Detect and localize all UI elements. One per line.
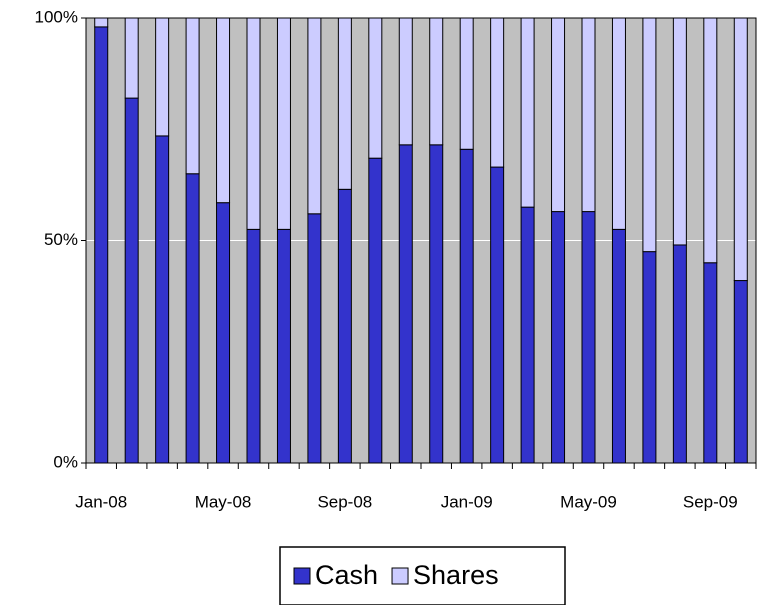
- bar-segment: [703, 262, 718, 464]
- bar-segment: [155, 135, 170, 464]
- bar-segment: [459, 148, 474, 464]
- bar-segment: [642, 17, 657, 253]
- bar-segment: [551, 211, 566, 464]
- bar-segment: [429, 17, 444, 146]
- y-tick-label: 50%: [44, 230, 78, 249]
- bar-segment: [216, 202, 231, 464]
- bar-segment: [551, 17, 566, 213]
- bar-segment: [124, 17, 139, 99]
- x-tick-label: Jan-08: [75, 492, 127, 511]
- bar-segment: [368, 157, 383, 464]
- bar-segment: [185, 17, 200, 175]
- legend-swatch: [391, 567, 409, 585]
- bar-segment: [703, 17, 718, 264]
- bar-segment: [398, 17, 413, 146]
- bar-segment: [398, 144, 413, 464]
- x-tick-label: Sep-08: [317, 492, 372, 511]
- bar-segment: [611, 17, 626, 230]
- x-tick-label: May-08: [195, 492, 252, 511]
- bar-segment: [490, 166, 505, 464]
- y-tick-label: 100%: [35, 7, 78, 26]
- bar-segment: [246, 228, 261, 464]
- bar-segment: [155, 17, 170, 137]
- bar-segment: [520, 17, 535, 208]
- bar-segment: [672, 244, 687, 464]
- plot-border: [85, 17, 757, 464]
- bar-segment: [216, 17, 231, 204]
- y-tick-label: 0%: [53, 452, 78, 471]
- bar-segment: [429, 144, 444, 464]
- bar-segment: [611, 228, 626, 464]
- legend-swatch: [293, 567, 311, 585]
- bar-segment: [94, 17, 109, 28]
- bar-segment: [276, 17, 291, 230]
- bar-segment: [307, 213, 322, 464]
- bar-segment: [337, 188, 352, 464]
- bar-segment: [246, 17, 261, 230]
- bar-segment: [94, 26, 109, 464]
- bar-segment: [185, 173, 200, 464]
- bar-segment: [520, 206, 535, 464]
- x-tick-label: Jan-09: [441, 492, 493, 511]
- bar-segment: [276, 228, 291, 464]
- bar-segment: [368, 17, 383, 159]
- x-tick-label: May-09: [560, 492, 617, 511]
- bar-segment: [124, 97, 139, 464]
- bar-segment: [642, 251, 657, 464]
- bar-segment: [337, 17, 352, 190]
- bar-segment: [733, 17, 748, 282]
- bar-segment: [581, 17, 596, 213]
- x-tick-label: Sep-09: [683, 492, 738, 511]
- bar-segment: [490, 17, 505, 168]
- bar-segment: [459, 17, 474, 150]
- bar-segment: [581, 211, 596, 464]
- legend-box: [279, 546, 566, 606]
- bar-segment: [307, 17, 322, 215]
- legend-label: Cash: [315, 560, 378, 590]
- bar-segment: [672, 17, 687, 246]
- legend-label: Shares: [413, 560, 499, 590]
- bar-segment: [733, 280, 748, 464]
